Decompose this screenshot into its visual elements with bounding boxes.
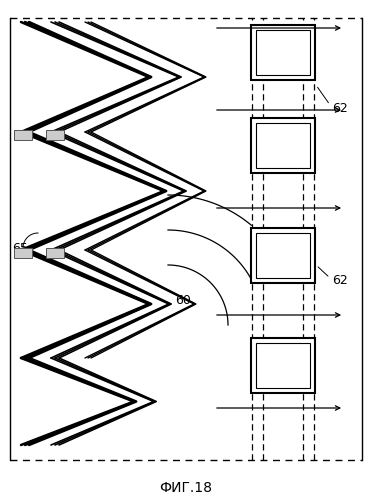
Bar	[251, 337, 315, 393]
Bar	[256, 122, 310, 168]
Bar	[256, 342, 310, 388]
Bar	[251, 117, 315, 173]
Bar	[46, 248, 64, 258]
Bar	[256, 29, 310, 74]
Text: 65: 65	[12, 242, 28, 254]
Text: 62: 62	[332, 273, 348, 286]
Bar	[14, 130, 32, 140]
Bar	[14, 248, 32, 258]
Bar	[46, 130, 64, 140]
Bar	[251, 228, 315, 282]
Bar	[256, 233, 310, 277]
Text: 60: 60	[175, 293, 191, 306]
Text: 62: 62	[332, 101, 348, 114]
Text: ФИГ.18: ФИГ.18	[160, 481, 212, 495]
Bar	[251, 24, 315, 79]
